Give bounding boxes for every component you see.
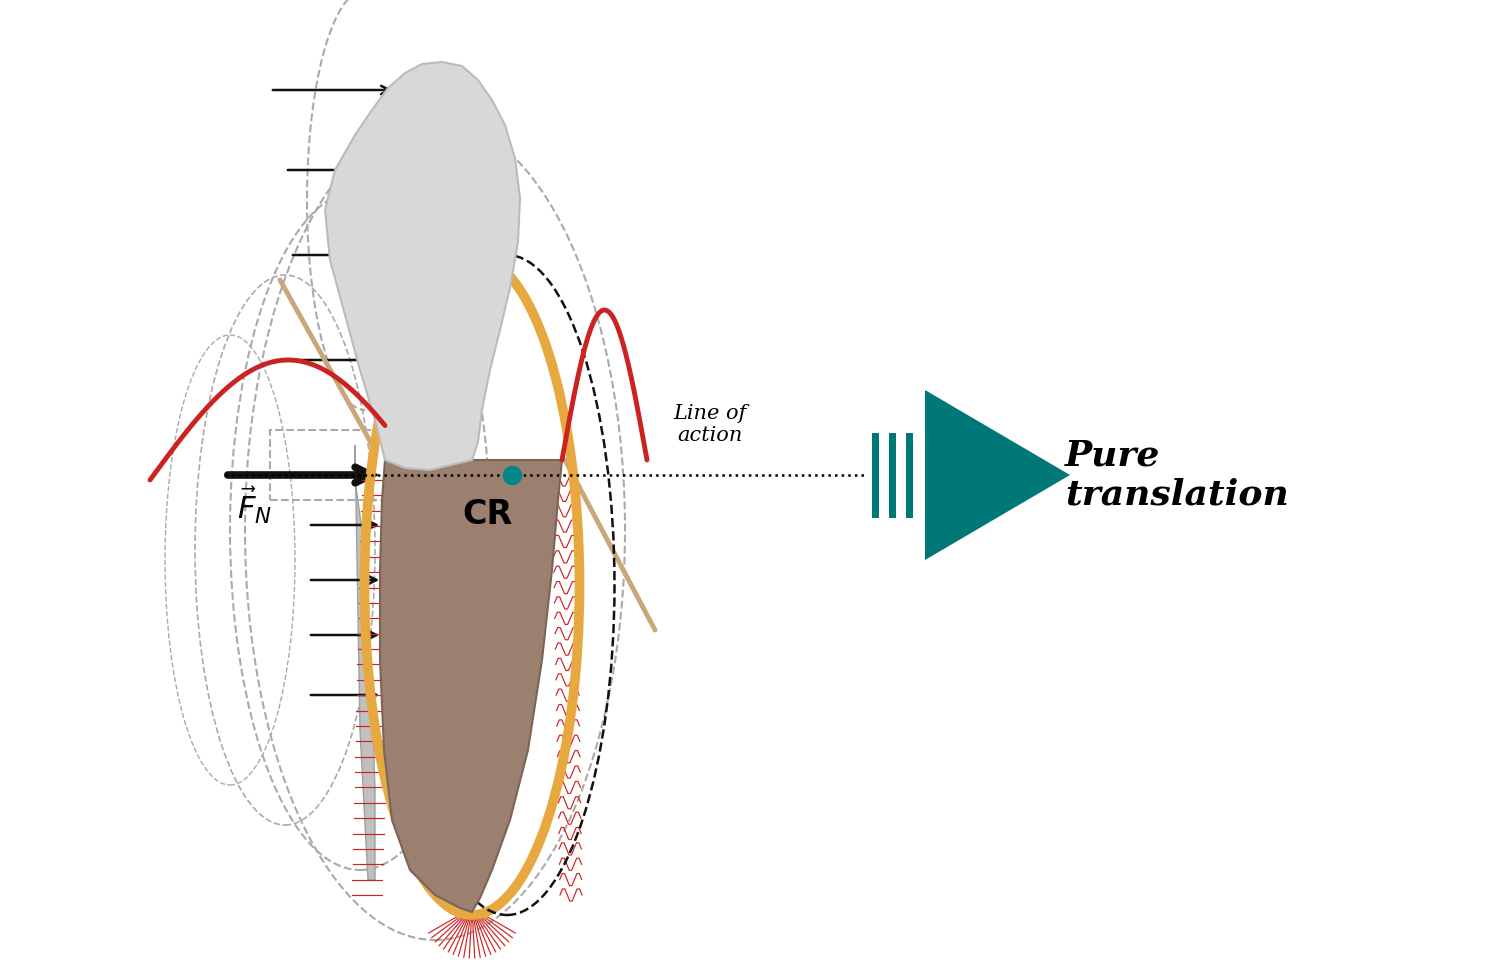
Polygon shape bbox=[326, 62, 520, 470]
Text: Pure
translation: Pure translation bbox=[1065, 438, 1288, 512]
Text: Line of
action: Line of action bbox=[674, 404, 747, 445]
Bar bbox=[871, 432, 879, 517]
Polygon shape bbox=[926, 390, 1070, 560]
Polygon shape bbox=[356, 445, 375, 880]
Text: $\vec{F}_{N}$: $\vec{F}_{N}$ bbox=[237, 484, 273, 525]
Bar bbox=[906, 432, 914, 517]
Polygon shape bbox=[380, 460, 562, 912]
Bar bbox=[890, 432, 896, 517]
Bar bbox=[270, 430, 386, 500]
Text: CR: CR bbox=[462, 498, 512, 531]
